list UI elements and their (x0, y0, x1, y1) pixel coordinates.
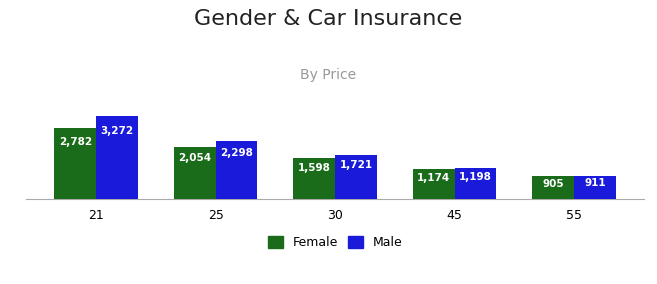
Bar (413, 169, 455, 199)
Bar (215, 141, 258, 199)
Text: 1,598: 1,598 (298, 163, 330, 173)
Bar (96, 116, 138, 199)
Text: 1,174: 1,174 (417, 173, 450, 183)
Text: Gender & Car Insurance: Gender & Car Insurance (194, 9, 463, 28)
Bar (174, 147, 215, 199)
Bar (532, 176, 574, 199)
Bar (335, 155, 377, 199)
Bar (55, 128, 96, 199)
Bar (574, 176, 616, 199)
Text: 1,721: 1,721 (340, 160, 373, 170)
Text: 911: 911 (584, 178, 606, 189)
Text: 2,298: 2,298 (220, 148, 253, 158)
Text: 905: 905 (542, 179, 564, 189)
Bar (455, 168, 496, 199)
Text: 1,198: 1,198 (459, 172, 492, 182)
Text: By Price: By Price (300, 68, 357, 82)
Legend: Female, Male: Female, Male (263, 231, 407, 254)
Text: 2,782: 2,782 (58, 137, 92, 147)
Bar (293, 158, 335, 199)
Text: 3,272: 3,272 (101, 126, 133, 136)
Text: 2,054: 2,054 (178, 153, 212, 163)
